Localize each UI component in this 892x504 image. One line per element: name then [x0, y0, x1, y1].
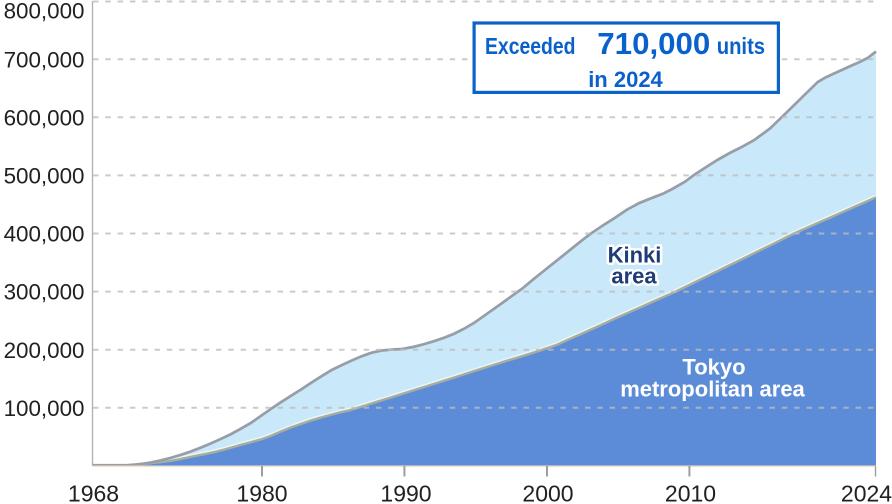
svg-text:200,000: 200,000 — [4, 338, 85, 363]
svg-text:800,000: 800,000 — [4, 0, 85, 24]
svg-text:Kinki: Kinki — [608, 242, 662, 267]
svg-text:300,000: 300,000 — [4, 280, 85, 305]
svg-text:710,000: 710,000 — [597, 26, 710, 61]
svg-text:area: area — [611, 264, 657, 289]
svg-text:1980: 1980 — [236, 481, 287, 504]
svg-text:700,000: 700,000 — [4, 47, 85, 72]
svg-text:units: units — [717, 33, 765, 59]
svg-text:1990: 1990 — [380, 481, 431, 504]
svg-text:2000: 2000 — [522, 481, 573, 504]
svg-text:400,000: 400,000 — [4, 222, 85, 247]
svg-text:100,000: 100,000 — [4, 396, 85, 421]
svg-text:500,000: 500,000 — [4, 164, 85, 189]
svg-text:2010: 2010 — [665, 481, 716, 504]
svg-text:in 2024: in 2024 — [588, 67, 663, 92]
svg-text:2024: 2024 — [841, 481, 892, 504]
svg-text:Tokyo: Tokyo — [682, 355, 745, 380]
svg-text:Exceeded: Exceeded — [485, 33, 576, 59]
svg-text:1968: 1968 — [68, 481, 119, 504]
svg-text:600,000: 600,000 — [4, 105, 85, 130]
svg-text:metropolitan area: metropolitan area — [620, 376, 805, 401]
